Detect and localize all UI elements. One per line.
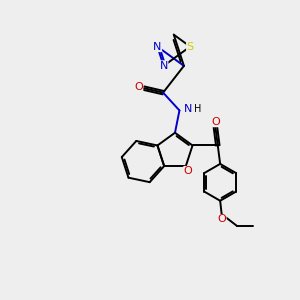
Text: O: O [184,167,193,176]
Text: O: O [134,82,143,92]
Text: O: O [217,214,226,224]
Text: S: S [187,42,194,52]
Text: N: N [160,61,168,71]
Text: N: N [153,42,162,52]
Text: N: N [184,104,192,114]
Text: O: O [211,117,220,127]
Text: H: H [194,104,202,114]
